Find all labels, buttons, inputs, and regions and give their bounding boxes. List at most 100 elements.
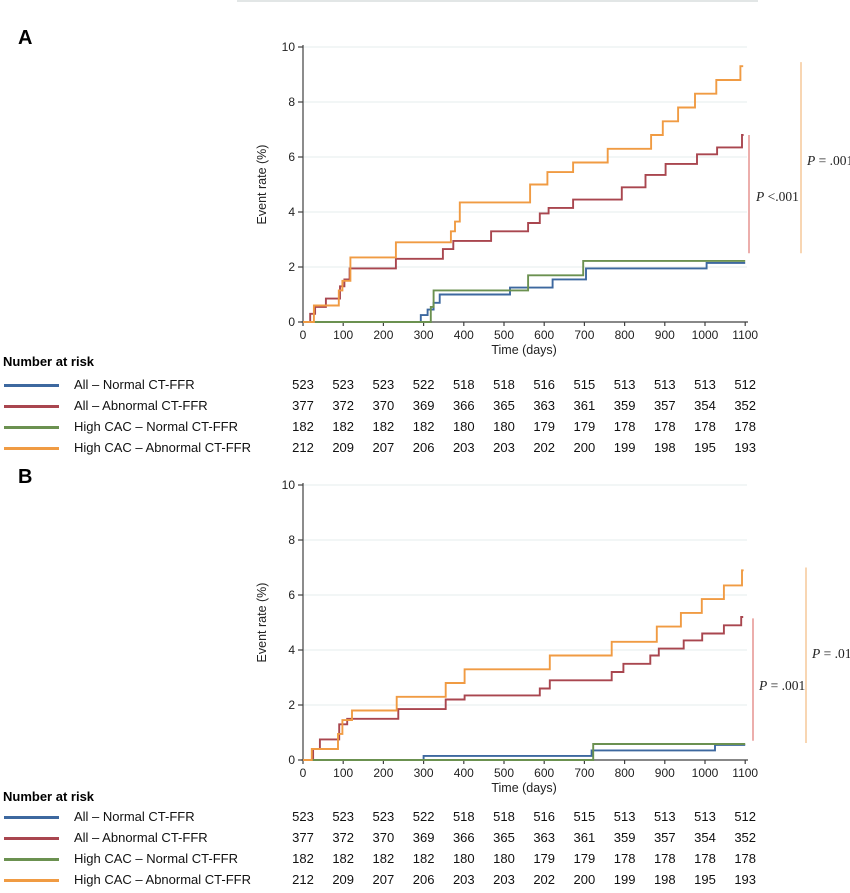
x-tick-label: 200	[373, 766, 393, 780]
y-tick-label: 4	[288, 205, 295, 219]
x-tick-label: 200	[373, 328, 393, 342]
risk-value: 513	[694, 809, 716, 824]
legend-swatch-orange	[4, 879, 59, 882]
risk-value: 359	[613, 398, 636, 413]
risk-value: 512	[734, 377, 757, 392]
risk-value: 178	[653, 419, 676, 434]
risk-value: 199	[613, 872, 636, 887]
risk-row-label: High CAC – Normal CT-FFR	[74, 851, 238, 866]
number-at-risk-title: Number at risk	[3, 789, 95, 804]
risk-value: 193	[734, 872, 757, 887]
risk-value: 513	[653, 809, 676, 824]
number-at-risk-title: Number at risk	[3, 354, 95, 369]
x-tick-label: 1000	[692, 766, 719, 780]
curve-blue	[303, 743, 746, 761]
curve-green	[303, 259, 746, 323]
risk-value: 357	[653, 830, 676, 845]
top-edge-artifact	[237, 0, 758, 2]
risk-value: 370	[372, 830, 395, 845]
x-tick-label: 900	[655, 766, 675, 780]
risk-row-label: High CAC – Normal CT-FFR	[74, 419, 238, 434]
panel-b-label: B	[18, 466, 33, 488]
y-tick-label: 2	[288, 260, 295, 274]
risk-value: 203	[493, 440, 515, 455]
risk-value: 515	[573, 377, 596, 392]
y-tick-label: 6	[288, 588, 295, 602]
risk-value: 372	[332, 830, 355, 845]
risk-row-label: High CAC – Abnormal CT-FFR	[74, 440, 251, 455]
risk-value: 199	[613, 440, 636, 455]
risk-value: 206	[412, 872, 435, 887]
risk-value: 518	[493, 377, 515, 392]
risk-value: 212	[292, 872, 314, 887]
x-tick-label: 800	[615, 766, 635, 780]
y-tick-label: 6	[288, 150, 295, 164]
risk-value: 178	[613, 851, 636, 866]
risk-value: 523	[292, 377, 314, 392]
legend-swatch-blue	[4, 816, 59, 819]
risk-value: 178	[613, 419, 636, 434]
p-value-label-red: P <.001	[755, 189, 799, 204]
risk-row-label: All – Abnormal CT-FFR	[74, 398, 208, 413]
legend-swatch-red	[4, 405, 59, 408]
risk-value: 354	[694, 830, 716, 845]
x-tick-label: 1100	[732, 766, 758, 780]
risk-value: 513	[613, 809, 636, 824]
risk-value: 193	[734, 440, 757, 455]
x-tick-label: 600	[534, 328, 554, 342]
legend-swatch-red	[4, 837, 59, 840]
risk-value: 522	[412, 377, 435, 392]
risk-value: 178	[694, 419, 716, 434]
risk-value: 516	[533, 809, 556, 824]
x-tick-label: 900	[655, 328, 675, 342]
risk-value: 522	[412, 809, 435, 824]
risk-value: 178	[694, 851, 716, 866]
x-tick-label: 100	[333, 766, 353, 780]
risk-value: 369	[412, 398, 435, 413]
risk-value: 372	[332, 398, 355, 413]
p-value-label-orange: P = .001	[806, 153, 850, 168]
curve-blue	[303, 261, 746, 323]
risk-value: 195	[694, 440, 716, 455]
risk-value: 357	[653, 398, 676, 413]
p-value-label-orange: P = .01	[811, 646, 850, 661]
risk-value: 202	[533, 872, 556, 887]
risk-row-label: High CAC – Abnormal CT-FFR	[74, 872, 251, 887]
x-tick-label: 0	[300, 766, 307, 780]
risk-value: 203	[452, 440, 475, 455]
risk-value: 182	[292, 851, 314, 866]
legend-swatch-green	[4, 426, 59, 429]
risk-value: 523	[292, 809, 314, 824]
y-axis-title: Event rate (%)	[255, 145, 269, 225]
y-tick-label: 0	[288, 753, 295, 767]
risk-value: 523	[372, 377, 395, 392]
risk-value: 203	[493, 872, 515, 887]
risk-row-label: All – Normal CT-FFR	[74, 809, 195, 824]
x-tick-label: 100	[333, 328, 353, 342]
risk-value: 354	[694, 398, 716, 413]
risk-row-label: All – Abnormal CT-FFR	[74, 830, 208, 845]
x-tick-label: 700	[574, 766, 594, 780]
risk-value: 515	[573, 809, 596, 824]
legend-swatch-blue	[4, 384, 59, 387]
x-tick-label: 400	[454, 328, 474, 342]
risk-value: 202	[533, 440, 556, 455]
risk-value: 365	[493, 830, 515, 845]
risk-value: 523	[372, 809, 395, 824]
risk-value: 182	[412, 419, 435, 434]
risk-value: 179	[533, 851, 556, 866]
risk-value: 200	[573, 872, 596, 887]
x-axis-title: Time (days)	[491, 781, 557, 795]
y-tick-label: 10	[282, 40, 296, 54]
curve-orange	[303, 65, 744, 323]
risk-value: 352	[734, 398, 757, 413]
risk-value: 377	[292, 398, 314, 413]
risk-value: 203	[452, 872, 475, 887]
risk-value: 377	[292, 830, 314, 845]
risk-value: 518	[493, 809, 515, 824]
risk-value: 179	[573, 419, 596, 434]
risk-value: 513	[653, 377, 676, 392]
risk-value: 206	[412, 440, 435, 455]
x-tick-label: 800	[615, 328, 635, 342]
